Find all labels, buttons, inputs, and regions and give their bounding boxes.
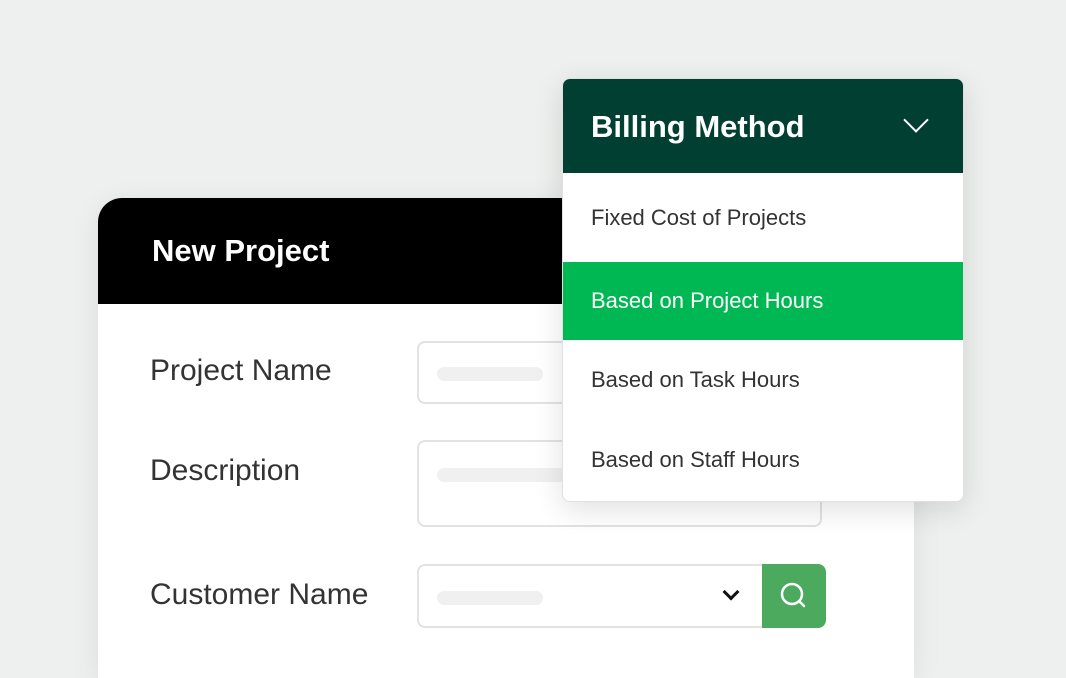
- customer-name-label: Customer Name: [150, 578, 369, 611]
- customer-name-select[interactable]: [417, 564, 767, 628]
- search-icon: [780, 582, 806, 608]
- option-fixed-cost[interactable]: Fixed Cost of Projects: [591, 204, 807, 230]
- customer-search-button[interactable]: [762, 564, 826, 628]
- billing-method-toggle[interactable]: Billing Method: [563, 79, 963, 173]
- chevron-down-icon: [722, 583, 740, 601]
- option-staff-hours[interactable]: Based on Staff Hours: [591, 447, 800, 472]
- description-label: Description: [150, 454, 301, 487]
- chevron-down-icon: [903, 107, 929, 133]
- project-name-label: Project Name: [150, 354, 332, 387]
- option-project-hours[interactable]: Based on Project Hours: [563, 262, 963, 340]
- option-task-hours[interactable]: Based on Task Hours: [591, 367, 800, 392]
- billing-method-dropdown: Billing Method Fixed Cost of Projects Ba…: [562, 78, 964, 502]
- billing-method-title: Billing Method: [591, 109, 805, 144]
